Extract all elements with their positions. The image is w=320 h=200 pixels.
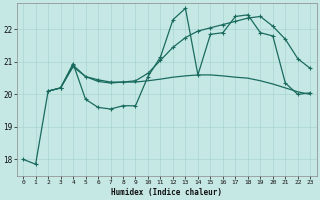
X-axis label: Humidex (Indice chaleur): Humidex (Indice chaleur) [111,188,222,197]
